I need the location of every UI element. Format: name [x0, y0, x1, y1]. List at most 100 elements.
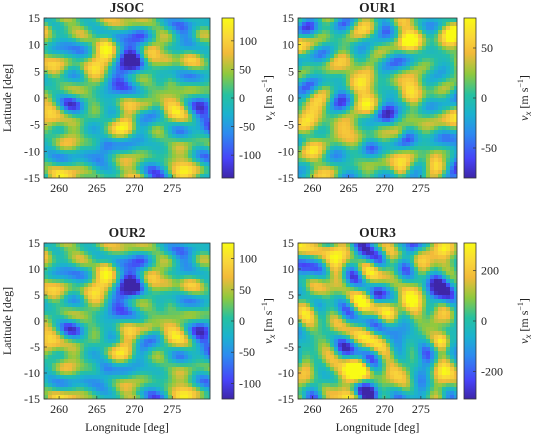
heatmap-cell — [204, 130, 209, 135]
heatmap-cell — [128, 98, 133, 103]
heatmap-cell — [92, 22, 97, 27]
heatmap-cell — [180, 387, 185, 392]
heatmap-cell — [196, 363, 201, 368]
heatmap-cell — [132, 58, 137, 63]
heatmap-cell — [398, 170, 403, 175]
heatmap-cell — [192, 295, 197, 300]
heatmap-cell — [342, 134, 347, 139]
heatmap-cell — [298, 18, 303, 23]
heatmap-cell — [152, 299, 157, 304]
heatmap-cell — [406, 138, 411, 143]
heatmap-cell — [330, 38, 335, 43]
heatmap-cell — [48, 315, 53, 320]
heatmap-cell — [64, 138, 69, 143]
heatmap-cell — [72, 70, 77, 75]
heatmap-cell — [68, 154, 73, 159]
heatmap-cell — [116, 351, 121, 356]
heatmap-cell — [48, 263, 53, 268]
heatmap-cell — [160, 267, 165, 272]
heatmap-cell — [370, 130, 375, 135]
heatmap-cell — [56, 166, 61, 171]
heatmap-cell — [168, 359, 173, 364]
heatmap-cell — [208, 18, 211, 23]
heatmap-cell — [160, 66, 165, 71]
heatmap-cell — [156, 94, 161, 99]
heatmap-cell — [92, 251, 97, 256]
heatmap-cell — [398, 62, 403, 67]
heatmap-cell — [208, 30, 211, 35]
heatmap-cell — [76, 267, 81, 272]
heatmap-cell — [120, 110, 125, 115]
heatmap-cell — [362, 50, 367, 55]
heatmap-cell — [330, 154, 335, 159]
heatmap-cell — [88, 70, 93, 75]
heatmap-cell — [88, 247, 93, 252]
heatmap-cell — [164, 315, 169, 320]
heatmap-cell — [84, 275, 89, 280]
heatmap-cell — [334, 22, 339, 27]
heatmap-cell — [72, 363, 77, 368]
heatmap-cell — [88, 174, 93, 179]
heatmap-cell — [84, 158, 89, 163]
heatmap-cell — [68, 359, 73, 364]
heatmap-cell — [132, 343, 137, 348]
heatmap-cell — [414, 82, 419, 87]
heatmap-cell — [156, 138, 161, 143]
heatmap-cell — [390, 46, 395, 51]
heatmap-cell — [342, 138, 347, 143]
heatmap-cell — [140, 110, 145, 115]
heatmap-cell — [136, 18, 141, 23]
heatmap-cell — [450, 18, 455, 23]
heatmap-cell — [156, 26, 161, 31]
heatmap-cell — [350, 154, 355, 159]
heatmap-cell — [402, 38, 407, 43]
heatmap-cell — [84, 54, 89, 59]
heatmap-cell — [76, 315, 81, 320]
heatmap-cell — [168, 243, 173, 248]
heatmap-cell — [204, 299, 209, 304]
heatmap-cell — [136, 255, 141, 260]
heatmap-cell — [72, 379, 77, 384]
heatmap-cell — [168, 255, 173, 260]
heatmap-cell — [442, 78, 447, 83]
heatmap-cell — [204, 26, 209, 31]
heatmap-cell — [76, 307, 81, 312]
heatmap-cell — [434, 134, 439, 139]
heatmap-cell — [168, 363, 173, 368]
heatmap-cell — [76, 70, 81, 75]
heatmap-cell — [196, 279, 201, 284]
heatmap-cell — [92, 319, 97, 324]
heatmap-cell — [386, 82, 391, 87]
heatmap-cell — [184, 130, 189, 135]
heatmap-cell — [116, 46, 121, 51]
heatmap-cell — [148, 46, 153, 51]
heatmap-cell — [402, 62, 407, 67]
heatmap-cell — [342, 142, 347, 147]
heatmap-cell — [68, 62, 73, 67]
heatmap-cell — [128, 363, 133, 368]
heatmap-cell — [180, 42, 185, 47]
heatmap-cell — [164, 166, 169, 171]
heatmap-cell — [140, 287, 145, 292]
heatmap-cell — [374, 98, 379, 103]
heatmap-cell — [124, 78, 129, 83]
heatmap-cell — [402, 66, 407, 71]
y-tick-label: 0 — [34, 91, 40, 105]
heatmap-cell — [140, 142, 145, 147]
heatmap-cell — [132, 70, 137, 75]
heatmap-cell — [390, 102, 395, 107]
heatmap-cell — [72, 82, 77, 87]
heatmap-cell — [44, 118, 49, 123]
heatmap-cell — [52, 42, 57, 47]
heatmap-cell — [176, 150, 181, 155]
heatmap-cell — [378, 54, 383, 59]
heatmap-cell — [342, 22, 347, 27]
heatmap-cell — [422, 78, 427, 83]
heatmap-cell — [342, 94, 347, 99]
heatmap-cell — [168, 307, 173, 312]
heatmap-cell — [318, 162, 323, 167]
heatmap-cell — [96, 162, 101, 167]
heatmap-cell — [100, 166, 105, 171]
heatmap-cell — [208, 94, 211, 99]
heatmap-cell — [68, 90, 73, 95]
